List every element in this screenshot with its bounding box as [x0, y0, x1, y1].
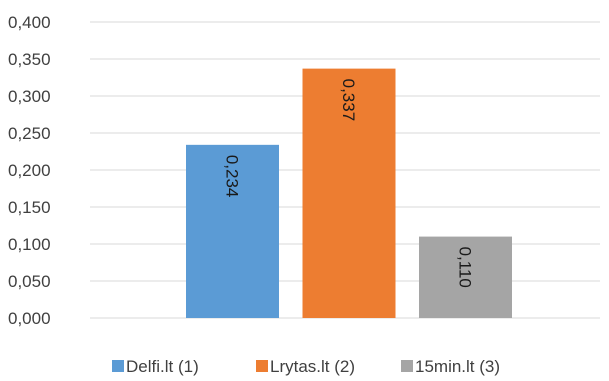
data-label: 0,337 — [339, 79, 358, 122]
y-tick-label: 0,350 — [8, 50, 51, 69]
legend: Delfi.lt (1) Lrytas.lt (2) 15min.lt (3) — [112, 357, 500, 376]
y-tick-label: 0,150 — [8, 198, 51, 217]
y-tick-label: 0,300 — [8, 87, 51, 106]
legend-label: Delfi.lt (1) — [126, 357, 199, 376]
data-label: 0,110 — [456, 247, 475, 288]
y-tick-label: 0,250 — [8, 124, 51, 143]
bar — [186, 144, 279, 318]
y-tick-label: 0,000 — [8, 309, 51, 328]
y-tick-label: 0,100 — [8, 235, 51, 254]
y-tick-label: 0,050 — [8, 272, 51, 291]
y-axis-tick-labels: 0,000 0,050 0,100 0,150 0,200 0,250 0,300 0,350… — [8, 13, 51, 328]
legend-swatch — [112, 360, 124, 372]
legend-label: Lrytas.lt (2) — [270, 357, 355, 376]
data-label: 0,234 — [223, 155, 242, 198]
legend-label: 15min.lt (3) — [415, 357, 500, 376]
y-tick-label: 0,200 — [8, 161, 51, 180]
bars — [186, 68, 512, 319]
data-labels: 0,234 0,337 0,110 — [223, 79, 475, 288]
legend-swatch — [401, 360, 413, 372]
bar — [302, 68, 396, 319]
legend-swatch — [256, 360, 268, 372]
y-tick-label: 0,400 — [8, 13, 51, 32]
bar — [419, 236, 512, 318]
